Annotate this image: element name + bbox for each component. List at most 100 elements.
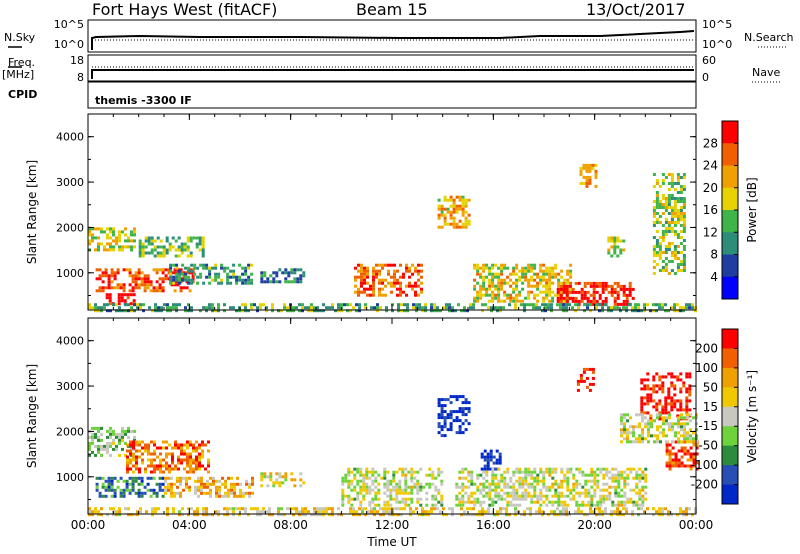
data-cell <box>640 408 644 412</box>
data-cell <box>548 467 552 471</box>
data-cell <box>566 269 570 273</box>
data-cell <box>556 303 559 307</box>
data-cell <box>393 272 396 276</box>
data-cell <box>545 296 549 300</box>
data-cell <box>121 248 124 252</box>
data-cell <box>658 384 662 388</box>
data-cell <box>530 470 534 474</box>
data-cell <box>557 278 561 282</box>
data-cell <box>682 384 686 388</box>
data-cell <box>673 375 677 379</box>
data-cell <box>683 434 686 438</box>
data-cell <box>143 280 147 284</box>
data-cell <box>616 302 620 306</box>
data-cell <box>578 503 582 507</box>
data-cell <box>263 475 267 479</box>
data-cell <box>536 293 540 297</box>
data-cell <box>117 296 121 300</box>
data-cell <box>207 461 210 465</box>
data-cell <box>593 473 597 477</box>
data-cell <box>467 494 471 498</box>
data-cell <box>503 290 507 294</box>
data-cell <box>557 281 561 285</box>
data-cell <box>682 188 686 191</box>
data-cell <box>661 230 665 233</box>
data-cell <box>232 513 235 517</box>
data-cell <box>676 399 680 403</box>
data-cell <box>178 303 181 307</box>
data-cell <box>365 482 369 486</box>
data-cell <box>358 309 361 313</box>
data-cell <box>127 513 130 517</box>
data-cell <box>652 309 655 313</box>
data-cell <box>670 372 674 376</box>
data-cell <box>676 269 680 272</box>
data-cell <box>189 455 192 459</box>
data-cell <box>676 408 680 412</box>
data-cell <box>440 494 444 498</box>
data-cell <box>180 248 184 252</box>
colorbar-segment <box>722 254 738 278</box>
data-cell <box>407 503 411 507</box>
data-cell <box>413 476 417 480</box>
data-cell <box>184 278 188 282</box>
data-cell <box>498 452 502 456</box>
data-cell <box>443 419 447 423</box>
y-tick-label: 4000 <box>56 335 84 348</box>
data-cell <box>661 173 665 176</box>
y-tick-label: 1000 <box>56 267 84 280</box>
data-cell <box>401 497 405 501</box>
data-cell <box>536 473 540 477</box>
data-cell <box>91 450 94 454</box>
data-cell <box>535 306 538 310</box>
data-cell <box>217 513 220 517</box>
data-cell <box>398 479 402 483</box>
data-cell <box>467 407 471 411</box>
data-cell <box>389 482 393 486</box>
data-cell <box>334 309 337 313</box>
data-cell <box>616 513 619 517</box>
data-cell <box>613 299 617 303</box>
data-cell <box>375 272 378 276</box>
data-cell <box>127 507 130 511</box>
data-cell <box>473 266 477 270</box>
data-cell <box>479 293 483 297</box>
data-cell <box>150 452 153 456</box>
data-cell <box>197 494 200 498</box>
data-cell <box>409 507 412 511</box>
data-cell <box>676 303 679 307</box>
data-cell <box>667 188 671 191</box>
data-cell <box>647 434 650 438</box>
data-cell <box>641 494 645 498</box>
data-cell <box>410 488 414 492</box>
data-cell <box>390 275 393 279</box>
data-cell <box>673 405 677 409</box>
data-cell <box>344 494 348 498</box>
data-cell <box>485 266 489 270</box>
data-cell <box>486 464 490 468</box>
data-cell <box>670 227 674 230</box>
data-cell <box>356 482 360 486</box>
data-cell <box>584 482 588 486</box>
data-cell <box>341 491 345 495</box>
data-cell <box>486 458 490 462</box>
data-cell <box>134 283 138 287</box>
data-cell <box>629 470 633 474</box>
data-cell <box>122 479 126 483</box>
data-cell <box>446 222 450 226</box>
data-cell <box>152 286 156 290</box>
data-cell <box>458 225 462 229</box>
data-cell <box>482 266 486 270</box>
data-cell <box>109 429 112 433</box>
data-cell <box>399 275 402 279</box>
data-cell <box>497 290 501 294</box>
data-cell <box>682 248 686 251</box>
data-cell <box>635 491 639 495</box>
data-cell <box>646 387 650 391</box>
data-cell <box>551 269 555 273</box>
data-cell <box>115 236 118 240</box>
data-cell <box>557 482 561 486</box>
data-cell <box>585 166 589 170</box>
data-cell <box>360 263 363 267</box>
data-cell <box>392 479 396 483</box>
